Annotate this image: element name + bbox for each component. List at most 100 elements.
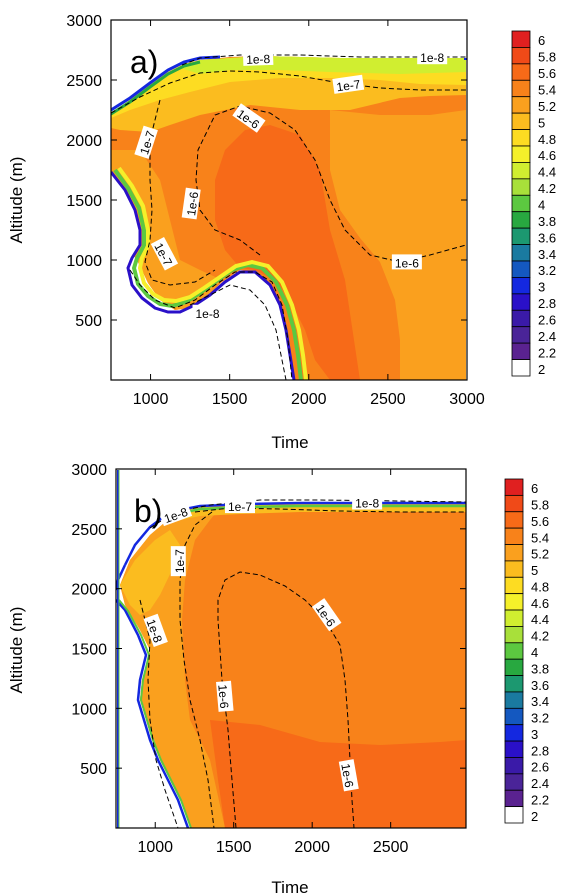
contour-label: 1e-6 <box>181 187 201 220</box>
x-tick-label: 1000 <box>137 839 173 856</box>
colorbar-swatch <box>504 789 524 808</box>
contour-label-bg <box>143 613 168 648</box>
colorbar-swatch <box>504 724 524 742</box>
contour-label: 1e-8 <box>242 49 274 67</box>
contour-label-bg <box>150 237 179 271</box>
panel-a-axes: 1000 1500 2000 2500 3000 500 1000 1500 2000 2500 3… <box>66 13 484 408</box>
y-tick-label: 500 <box>75 313 102 330</box>
panel-a-ylabel: Altitude (m) <box>7 157 26 244</box>
colorbar-swatch <box>504 576 524 595</box>
colorbar-label: 3.2 <box>538 263 556 278</box>
colorbar-swatch <box>511 211 531 229</box>
colorbar-label: 3.6 <box>531 678 549 693</box>
colorbar-swatch <box>511 326 531 344</box>
contour-label-text: 1e-7 <box>228 500 252 514</box>
x-tick-label: 2500 <box>370 391 406 408</box>
contour-label-bg <box>224 498 255 514</box>
colorbar-label: 2 <box>538 362 545 377</box>
colorbar-label: 4.8 <box>538 132 556 147</box>
colorbar-swatch <box>504 544 524 562</box>
panel-b-filled-contours <box>116 469 466 828</box>
colorbar-swatch <box>511 244 531 262</box>
y-tick-label: 1000 <box>71 701 107 718</box>
colorbar-label: 3.4 <box>538 247 556 262</box>
contour-label: 1e-7 <box>170 546 187 577</box>
contour-label-text: 1e-8 <box>246 52 271 67</box>
contour-label-bg <box>181 187 201 220</box>
contour-label-bg <box>192 304 223 320</box>
colorbar-label: 2.4 <box>531 776 549 791</box>
colorbar-swatch <box>511 227 531 245</box>
panel-b-contour-labels: 1e-8 1e-7 1e-81e-71e-81e-61e-61e-6 <box>143 494 383 792</box>
colorbar-label: 2.6 <box>531 760 549 775</box>
contour-label: 1e-8 <box>417 49 448 65</box>
x-tick-label: 2000 <box>291 391 327 408</box>
y-tick-label: 2000 <box>71 582 107 599</box>
panel-a: 1000 1500 2000 2500 3000 500 1000 1500 2000 2500 3… <box>66 13 484 408</box>
colorbar-label: 5 <box>538 115 545 130</box>
colorbar-swatch <box>504 478 524 496</box>
colorbar-swatch <box>511 309 531 328</box>
colorbar-swatch <box>504 675 524 693</box>
panel-b-xlabel: Time <box>271 878 308 896</box>
contour-label: 1e-7 <box>332 74 365 94</box>
colorbar-label: 4.6 <box>538 148 556 163</box>
contour-label: 1e-8 <box>352 494 383 511</box>
colorbar-label: 4.4 <box>531 612 549 627</box>
y-tick-label: 2500 <box>66 73 102 90</box>
contour-label-text: 1e-8 <box>420 51 444 65</box>
colorbar-label: 4 <box>538 198 545 213</box>
contour-label-text: 1e-6 <box>395 256 419 270</box>
colorbar-swatch <box>511 79 531 98</box>
contour-label: 1e-6 <box>338 759 359 792</box>
colorbar-swatch <box>511 129 531 147</box>
colorbar-label: 5.6 <box>538 66 556 81</box>
contour-label-bg <box>391 254 422 270</box>
colorbar-swatch <box>511 30 531 48</box>
colorbar-swatch <box>504 707 524 726</box>
colorbar-label: 2.2 <box>538 345 556 360</box>
x-tick-label: 2500 <box>373 839 409 856</box>
y-tick-label: 2500 <box>71 522 107 539</box>
contour-label-text: 1e-7 <box>336 77 362 94</box>
colorbar-swatch <box>511 112 531 130</box>
colorbar-label: 2.8 <box>538 296 556 311</box>
colorbar-a: 6 5.85.6 5.45.25 4.84.6 4.44.2 43.83.6 3.43.2 3… <box>511 30 556 377</box>
colorbar-label: 2 <box>531 809 538 824</box>
colorbar-label: 4.8 <box>531 579 549 594</box>
colorbar-label: 5.2 <box>538 99 556 114</box>
colorbar-swatch <box>504 560 524 578</box>
colorbar-swatch <box>504 757 524 775</box>
colorbar-label: 3.4 <box>531 694 549 709</box>
x-tick-label: 2000 <box>294 839 330 856</box>
panel-b-ylabel: Altitude (m) <box>7 607 26 694</box>
contour-label-text: 1e-6 <box>215 684 231 709</box>
contour-label-bg <box>134 125 158 159</box>
colorbar-label: 2.4 <box>538 329 556 344</box>
colorbar-label: 6 <box>538 33 545 48</box>
colorbar-label: 3.8 <box>538 214 556 229</box>
panel-b: 1000 1500 2000 250050010001500200025003000 … <box>71 462 467 856</box>
contour-label-bg <box>338 759 359 792</box>
x-tick-label: 1500 <box>216 839 252 856</box>
colorbar-label: 5.4 <box>531 530 549 545</box>
colorbar-swatch <box>504 773 524 791</box>
y-tick-label: 1500 <box>66 193 102 210</box>
contour-label: 1e-7 <box>224 498 255 514</box>
colorbar-swatch <box>504 609 524 627</box>
colorbar-b: 6 5.85.65.4 5.254.8 4.64.4 4.243.8 3.63.4 3.23… <box>504 478 549 824</box>
panel-a-contour-labels: 1e-8 1e-81e-71e-71e-71e-61e-61e-61e-8 <box>134 49 448 321</box>
colorbar-swatch <box>511 145 531 163</box>
contour-label-bg <box>216 680 234 712</box>
colorbar-label: 2.2 <box>531 792 549 807</box>
colorbar-swatch <box>511 359 531 377</box>
contour-label-text: 1e-8 <box>195 307 219 321</box>
colorbar-label: 3.8 <box>531 661 549 676</box>
colorbar-swatch <box>504 494 524 513</box>
x-tick-label: 1000 <box>133 391 169 408</box>
contour-label-text: 1e-7 <box>173 549 187 573</box>
y-tick-label: 3000 <box>71 462 107 479</box>
colorbar-label: 5.8 <box>531 498 549 513</box>
panel-b-label: b) <box>134 493 162 529</box>
